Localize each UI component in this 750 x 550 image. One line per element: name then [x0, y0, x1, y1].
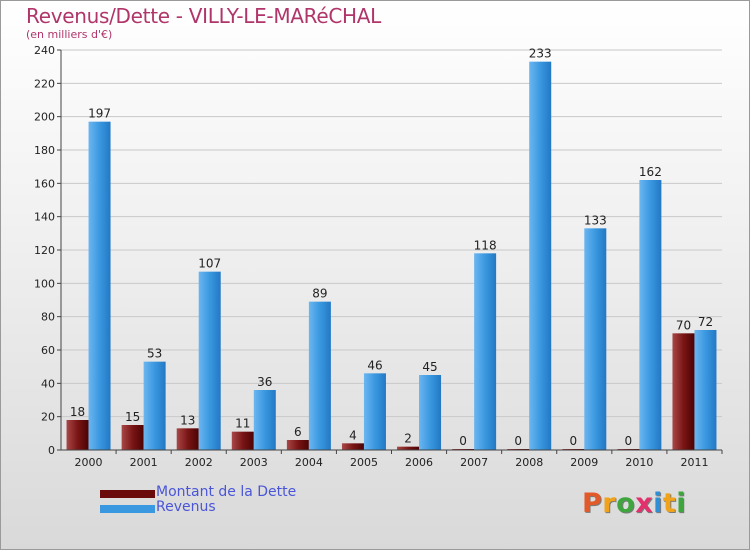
- data-labels: 18 197 15 53 13 107 11 36 6 89 4 46 2 45 0 118 0 233 0 133 0…: [70, 47, 713, 448]
- y-tick-label: 0: [48, 444, 55, 457]
- x-tick-label: 2004: [295, 456, 323, 469]
- data-label-debt: 6: [294, 425, 302, 439]
- bar-debt: [397, 446, 420, 450]
- legend-swatch-debt: [100, 490, 155, 498]
- y-tick-label: 120: [34, 244, 55, 257]
- bar-revenus: [419, 375, 442, 450]
- data-label-revenus: 36: [257, 375, 272, 389]
- y-tick-label: 60: [41, 344, 55, 357]
- data-label-revenus: 89: [312, 287, 327, 301]
- bar-debt: [341, 443, 364, 450]
- y-tick-label: 240: [34, 44, 55, 57]
- data-label-debt: 0: [625, 434, 633, 448]
- grid-lines: [61, 49, 722, 451]
- bar-debt: [231, 431, 254, 450]
- logo-letter: i: [653, 488, 663, 519]
- logo-letter: i: [676, 488, 687, 519]
- data-label-debt: 70: [676, 318, 691, 332]
- logo-letter: r: [602, 488, 617, 519]
- data-label-revenus: 53: [147, 347, 162, 361]
- bar-revenus: [198, 271, 221, 450]
- x-tick-label: 2007: [460, 456, 488, 469]
- data-label-debt: 13: [180, 413, 195, 427]
- bar-revenus: [694, 330, 717, 450]
- bar-revenus: [88, 121, 111, 451]
- legend-label-revenus: Revenus: [156, 499, 216, 515]
- x-tick-label: 2002: [185, 456, 213, 469]
- x-tick-label: 2008: [515, 456, 543, 469]
- legend-swatch-revenus: [100, 505, 155, 513]
- data-label-revenus: 45: [422, 360, 437, 374]
- data-label-debt: 0: [459, 434, 467, 448]
- data-label-revenus: 107: [198, 257, 221, 271]
- y-tick-label: 220: [34, 77, 55, 90]
- data-label-debt: 0: [514, 434, 522, 448]
- x-tick-label: 2001: [130, 456, 158, 469]
- bar-revenus: [253, 390, 276, 450]
- bar-revenus: [363, 373, 386, 450]
- chart-subtitle: (en milliers d'€): [26, 28, 113, 41]
- bar-debt: [121, 425, 144, 450]
- data-label-revenus: 118: [474, 238, 497, 252]
- y-tick-label: 200: [34, 111, 55, 124]
- y-tick-label: 180: [34, 144, 55, 157]
- bar-revenus: [639, 180, 662, 450]
- data-label-debt: 15: [125, 410, 140, 424]
- bar-revenus: [584, 228, 607, 450]
- data-label-revenus: 162: [639, 165, 662, 179]
- bar-revenus: [308, 301, 331, 450]
- proxiti-logo: Proxiti: [582, 488, 686, 519]
- data-label-debt: 11: [235, 417, 250, 431]
- bar-debt: [286, 440, 309, 450]
- data-label-debt: 0: [569, 434, 577, 448]
- data-label-revenus: 133: [584, 213, 607, 227]
- x-tick-label: 2005: [350, 456, 378, 469]
- y-tick-label: 100: [34, 277, 55, 290]
- y-tick-label: 40: [41, 377, 55, 390]
- data-label-revenus: 72: [698, 315, 713, 329]
- data-label-revenus: 197: [88, 107, 111, 121]
- legend-label-debt: Montant de la Dette: [156, 484, 297, 500]
- logo-letter: P: [582, 488, 603, 519]
- y-tick-label: 80: [41, 311, 55, 324]
- x-axis-ticks: 2000 2001 2002 2003 2004 2005 2006 2007 2008 2009…: [75, 450, 723, 469]
- data-label-debt: 18: [70, 405, 85, 419]
- logo-letter: x: [635, 488, 654, 519]
- x-tick-label: 2006: [405, 456, 433, 469]
- bar-revenus: [474, 253, 497, 450]
- chart-title: Revenus/Dette - VILLY-LE-MARéCHAL: [26, 4, 382, 28]
- y-tick-label: 160: [34, 177, 55, 190]
- data-label-revenus: 233: [529, 47, 552, 61]
- logo-letter: o: [616, 488, 636, 519]
- x-tick-label: 2000: [75, 456, 103, 469]
- bar-revenus: [143, 361, 166, 450]
- data-label-debt: 2: [404, 432, 412, 446]
- x-tick-label: 2003: [240, 456, 268, 469]
- bars: [66, 61, 717, 451]
- data-label-revenus: 46: [367, 358, 382, 372]
- data-label-debt: 4: [349, 428, 357, 442]
- bar-debt: [176, 428, 199, 450]
- bar-revenus: [529, 61, 552, 451]
- x-tick-label: 2009: [570, 456, 598, 469]
- x-tick-label: 2011: [680, 456, 708, 469]
- y-tick-label: 140: [34, 211, 55, 224]
- y-axis-ticks: 0 20 40 60 80 100 120 140 160 180 200 220 240: [34, 44, 61, 457]
- bar-debt: [672, 333, 695, 450]
- x-tick-label: 2010: [625, 456, 653, 469]
- logo-letter: t: [662, 488, 677, 519]
- y-tick-label: 20: [41, 411, 55, 424]
- bar-debt: [66, 420, 89, 450]
